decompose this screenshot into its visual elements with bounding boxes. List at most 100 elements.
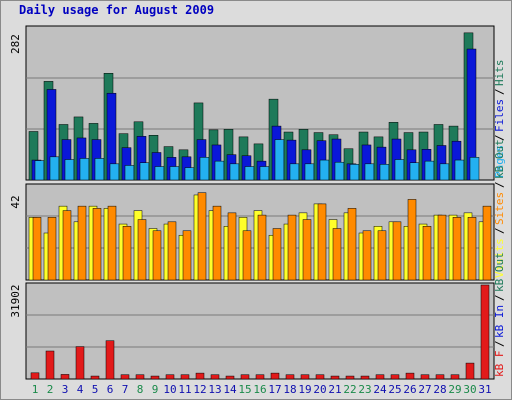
bar-pages [439, 163, 450, 181]
bar-pages [199, 157, 210, 181]
bar-sites [257, 214, 267, 281]
bar-kb-f [225, 375, 235, 380]
x-tick-label-day-17: 17 [268, 383, 281, 396]
bar-sites [47, 217, 57, 281]
bar-kb-f [165, 374, 175, 380]
bar-kb-f [255, 374, 265, 380]
x-tick-label-day-13: 13 [208, 383, 221, 396]
bar-kb-f [315, 374, 325, 380]
bar-sites [242, 230, 252, 281]
bar-pages [424, 160, 435, 181]
bar-pages [124, 165, 135, 181]
bar-sites [422, 226, 432, 281]
legend-kb-out: kB Out [493, 139, 506, 179]
bar-kb-f [180, 374, 190, 380]
bar-pages [379, 164, 390, 181]
x-tick-label-day-10: 10 [163, 383, 176, 396]
bar-sites [272, 228, 282, 281]
bar-kb-f [60, 374, 70, 380]
bar-pages [304, 163, 315, 181]
bar-pages [349, 164, 360, 181]
bar-kb-f [150, 375, 160, 380]
x-tick-label-day-14: 14 [223, 383, 237, 396]
bar-pages [454, 159, 465, 181]
x-tick-label-day-5: 5 [92, 383, 99, 396]
x-tick-label-day-6: 6 [107, 383, 114, 396]
x-tick-label-day-24: 24 [373, 383, 387, 396]
x-tick-label-day-22: 22 [343, 383, 356, 396]
bar-kb-f [345, 375, 355, 380]
bar-sites [467, 217, 477, 281]
bar-pages [214, 160, 225, 181]
bar-pages [409, 162, 420, 181]
x-tick-label-day-29: 29 [448, 383, 461, 396]
y-max-label-hits: 282 [9, 34, 22, 54]
bar-kb-f [120, 374, 130, 380]
bar-kb-f [420, 374, 430, 380]
bar-sites [377, 230, 387, 281]
bar-sites [332, 228, 342, 281]
legend-sep-2-2: / [493, 181, 506, 188]
bar-sites [32, 217, 42, 281]
bar-sites [182, 230, 192, 281]
bar-kb-f [75, 346, 85, 380]
bar-kb-f [435, 374, 445, 380]
x-tick-label-day-27: 27 [418, 383, 431, 396]
x-tick-label-day-20: 20 [313, 383, 326, 396]
x-tick-label-day-4: 4 [77, 383, 84, 396]
bar-pages [49, 156, 60, 181]
bar-kb-f [30, 372, 40, 380]
legend-sep-1-1: / [493, 134, 506, 141]
bar-sites [122, 226, 132, 281]
bar-kb-f [45, 350, 55, 380]
bar-kb-f [300, 374, 310, 380]
x-tick-label-day-25: 25 [388, 383, 401, 396]
bar-sites [452, 217, 462, 281]
legend-kb-in: kB In [493, 305, 506, 338]
bar-pages [319, 159, 330, 181]
bar-pages [469, 157, 480, 181]
bar-kb-f [405, 372, 415, 380]
bar-pages [274, 139, 285, 181]
bar-pages [34, 160, 45, 181]
x-tick-label-day-8: 8 [137, 383, 144, 396]
bar-kb-f [270, 372, 280, 380]
bar-pages [229, 163, 240, 181]
bar-kb-f [240, 374, 250, 380]
legend-pages: Pages [493, 145, 506, 178]
bar-sites [92, 208, 102, 281]
bar-pages [94, 158, 105, 181]
bar-pages [364, 163, 375, 181]
bar-kb-f [450, 374, 460, 380]
legend-sep-3-2: / [493, 294, 506, 301]
bar-pages [334, 161, 345, 181]
bar-kb-f [285, 374, 295, 380]
x-tick-label-day-12: 12 [193, 383, 206, 396]
x-tick-label-day-18: 18 [283, 383, 296, 396]
bar-kb-f [210, 374, 220, 380]
legend-kb-f: kB F [493, 351, 506, 378]
legend-files: Files [493, 99, 506, 132]
bar-pages [184, 167, 195, 181]
x-tick-label-day-15: 15 [238, 383, 251, 396]
bar-sites [287, 214, 297, 281]
x-tick-label-day-1: 1 [32, 383, 39, 396]
x-tick-label-day-3: 3 [62, 383, 69, 396]
bar-kb-f [105, 340, 115, 380]
bar-sites [482, 205, 492, 281]
y-max-label-kb: 31902 [9, 284, 22, 317]
bar-sites [107, 205, 117, 281]
x-tick-label-day-16: 16 [253, 383, 266, 396]
bar-kb-f [360, 375, 370, 380]
bar-kb-f [330, 375, 340, 380]
bar-pages [154, 166, 165, 181]
legend-kb-out: kB Out [493, 252, 506, 292]
bar-sites [407, 199, 417, 281]
bar-sites [302, 219, 312, 281]
bar-sites [437, 214, 447, 281]
bar-pages [394, 159, 405, 181]
bar-sites [317, 203, 327, 281]
x-tick-label-day-19: 19 [298, 383, 311, 396]
x-tick-label-day-9: 9 [152, 383, 159, 396]
